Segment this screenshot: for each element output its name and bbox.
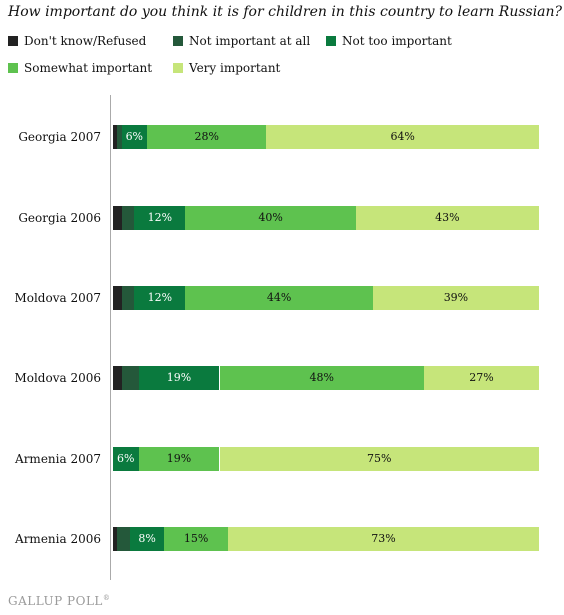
bar-row-armenia-2006: Armenia 2006 8% 15% 73%	[0, 527, 564, 551]
bar-segment-somewhat-important: 44%	[185, 286, 373, 310]
bar-segment-very-important: 73%	[228, 527, 539, 551]
bar-segment-somewhat-important: 28%	[147, 125, 267, 149]
bar-segment-somewhat-important: 19%	[138, 447, 220, 471]
bar-row-armenia-2007: Armenia 2007 6% 19% 75%	[0, 447, 564, 471]
bar-segment-not-too-important: 6%	[113, 447, 139, 471]
category-label: Moldova 2007	[14, 291, 101, 305]
data-label: 75%	[367, 452, 392, 465]
bar-row-georgia-2006: Georgia 2006 12% 40% 43%	[0, 206, 564, 230]
bar-segment-not-important-at-all	[117, 527, 131, 551]
legend-swatch-not-important-at-all	[173, 36, 183, 46]
data-label: 48%	[309, 371, 334, 384]
bar-segment-not-too-important: 8%	[130, 527, 165, 551]
data-label: 43%	[435, 211, 460, 224]
bar-segment-very-important: 64%	[266, 125, 539, 149]
bar-segment-dont-know	[113, 527, 118, 551]
bar-segment-not-too-important: 12%	[134, 286, 186, 310]
chart-legend: Don't know/Refused Not important at all …	[8, 34, 560, 78]
legend-swatch-not-too-important	[326, 36, 336, 46]
bar-segment-somewhat-important: 48%	[219, 366, 424, 390]
bar-segment-dont-know	[113, 125, 118, 149]
bar-segment-very-important: 43%	[355, 206, 539, 230]
data-label: 44%	[266, 291, 292, 304]
legend-label-dont-know: Don't know/Refused	[24, 34, 147, 48]
bar-segment-somewhat-important: 15%	[164, 527, 228, 551]
bar-segment-not-too-important: 19%	[138, 366, 220, 390]
category-label: Armenia 2006	[15, 532, 101, 546]
category-axis-line	[110, 95, 111, 580]
gallup-poll-logo: GALLUP POLL®	[8, 594, 110, 608]
legend-item-not-too-important: Not too important	[326, 34, 452, 48]
bar-row-moldova-2007: Moldova 2007 12% 44% 39%	[0, 286, 564, 310]
data-label: 15%	[183, 532, 209, 545]
bar-segment-not-important-at-all	[121, 286, 135, 310]
stacked-bar: 12% 44% 39%	[113, 286, 539, 310]
legend-swatch-very-important	[173, 63, 183, 73]
legend-label-not-important-at-all: Not important at all	[189, 34, 311, 48]
data-label: 39%	[443, 291, 469, 304]
stacked-bar: 12% 40% 43%	[113, 206, 539, 230]
category-label: Georgia 2006	[18, 211, 101, 225]
stacked-bar: 8% 15% 73%	[113, 527, 539, 551]
legend-label-not-too-important: Not too important	[342, 34, 452, 48]
stacked-bar: 19% 48% 27%	[113, 366, 539, 390]
legend-item-dont-know: Don't know/Refused	[8, 34, 146, 48]
bar-segment-dont-know	[113, 206, 122, 230]
registered-mark-icon: ®	[102, 594, 111, 602]
bar-segment-dont-know	[113, 366, 122, 390]
bar-segment-not-important-at-all	[117, 125, 122, 149]
data-label: 64%	[390, 130, 415, 143]
bar-segment-dont-know	[113, 286, 122, 310]
category-label: Armenia 2007	[15, 452, 101, 466]
bar-row-moldova-2006: Moldova 2006 19% 48% 27%	[0, 366, 564, 390]
legend-label-very-important: Very important	[189, 61, 281, 75]
data-label: 40%	[258, 211, 283, 224]
bar-row-georgia-2007: Georgia 2007 6% 28% 64%	[0, 125, 564, 149]
data-label: 28%	[194, 130, 219, 143]
logo-text: GALLUP POLL	[8, 594, 103, 608]
bar-segment-very-important: 39%	[372, 286, 539, 310]
chart-title: How important do you think it is for chi…	[8, 4, 563, 20]
bar-segment-not-too-important: 6%	[121, 125, 148, 149]
data-label: 27%	[469, 371, 494, 384]
legend-swatch-somewhat-important	[8, 63, 18, 73]
stacked-bar: 6% 28% 64%	[113, 125, 539, 149]
data-label: 12%	[147, 291, 173, 304]
category-label: Moldova 2006	[14, 371, 101, 385]
data-label: 6%	[117, 452, 135, 465]
category-label: Georgia 2007	[18, 130, 101, 144]
bar-segment-not-too-important: 12%	[134, 206, 186, 230]
data-label: 19%	[166, 371, 192, 384]
data-label: 8%	[138, 532, 156, 545]
legend-label-somewhat-important: Somewhat important	[24, 61, 153, 75]
data-label: 12%	[147, 211, 173, 224]
bar-segment-not-important-at-all	[121, 366, 139, 390]
bar-segment-not-important-at-all	[121, 206, 135, 230]
stacked-bar: 6% 19% 75%	[113, 447, 539, 471]
legend-item-not-important-at-all: Not important at all	[173, 34, 310, 48]
plot-area: Georgia 2007 6% 28% 64% Georgia 2006 12% 40…	[0, 95, 564, 585]
data-label: 73%	[371, 532, 396, 545]
data-label: 19%	[166, 452, 192, 465]
legend-swatch-dont-know	[8, 36, 18, 46]
legend-item-very-important: Very important	[173, 61, 280, 75]
bar-segment-very-important: 75%	[219, 447, 539, 471]
bar-segment-very-important: 27%	[423, 366, 539, 390]
data-label: 6%	[125, 130, 144, 143]
legend-item-somewhat-important: Somewhat important	[8, 61, 152, 75]
bar-segment-somewhat-important: 40%	[185, 206, 356, 230]
